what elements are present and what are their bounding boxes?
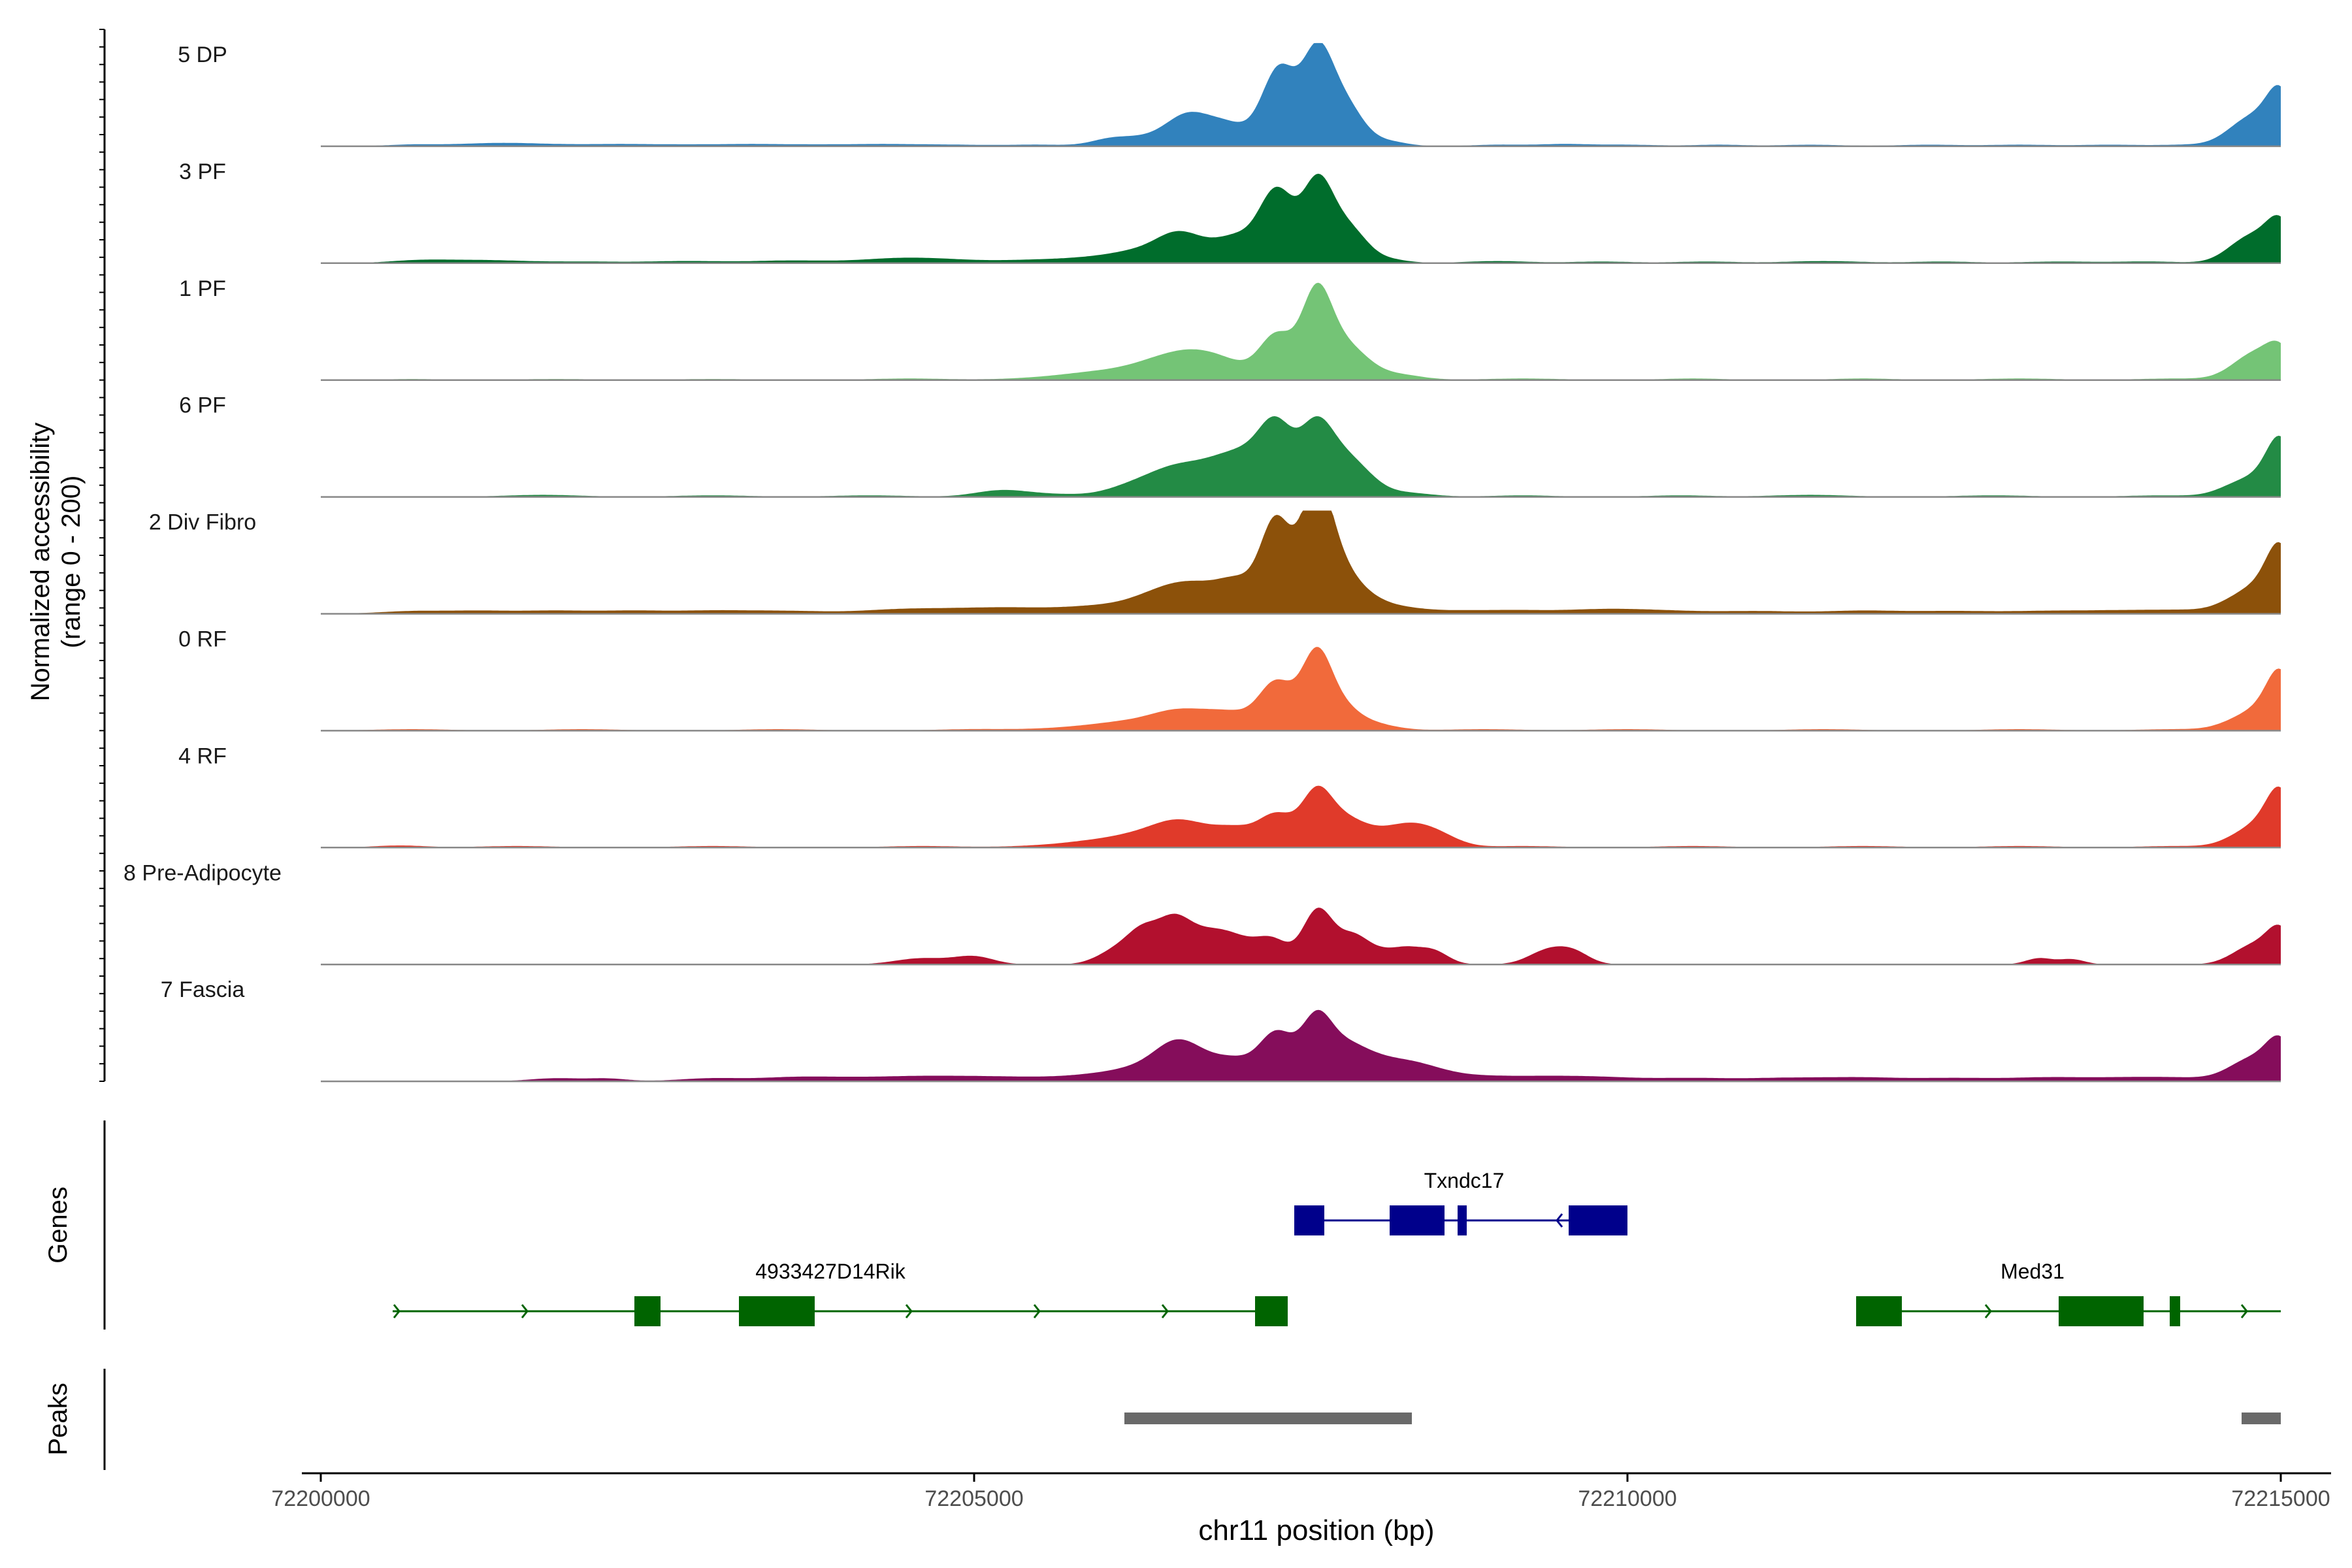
- coverage-track: 3 PF: [179, 159, 2281, 265]
- gene-models: Txndc17 4933427D14Rik Med31: [393, 1169, 2281, 1326]
- y-axis-label-line1: Normalized accessibility: [26, 423, 55, 702]
- track-label: 1 PF: [179, 276, 226, 301]
- x-axis-tick-label: 72205000: [924, 1486, 1023, 1511]
- coverage-track: 2 Div Fibro: [149, 510, 2281, 615]
- coverage-tracks: 5 DP 3 PF 1 PF 6 PF 2 Div Fibro 0 RF 4 RF 8 Pre…: [123, 42, 2281, 1083]
- gene-model: Med31: [1856, 1260, 2281, 1326]
- track-label: 4 RF: [178, 743, 227, 768]
- peaks-panel-label: Peaks: [44, 1382, 73, 1455]
- coverage-area: [321, 42, 2281, 146]
- gene-exon: [2170, 1296, 2180, 1326]
- coverage-area: [321, 510, 2281, 614]
- y-axis-label-line2: (range 0 - 200): [57, 476, 86, 649]
- track-label: 0 RF: [178, 627, 227, 652]
- x-axis-title: chr11 position (bp): [1198, 1514, 1434, 1546]
- x-axis: 72200000 72205000 72210000 72215000 chr11 p…: [271, 1472, 2331, 1546]
- gene-exon: [1569, 1205, 1627, 1235]
- x-axis-tick-label: 72210000: [1578, 1486, 1676, 1511]
- gene-label: Txndc17: [1424, 1169, 1505, 1192]
- gene-model: 4933427D14Rik: [393, 1260, 1288, 1326]
- strand-arrow: [2240, 1304, 2248, 1318]
- strand-arrow: [393, 1304, 400, 1318]
- strand-arrow: [1033, 1304, 1041, 1318]
- track-label: 5 DP: [178, 42, 227, 67]
- gene-exon: [1255, 1296, 1288, 1326]
- track-label: 2 Div Fibro: [149, 510, 256, 535]
- strand-arrow: [1161, 1304, 1169, 1318]
- gene-exon: [1294, 1205, 1324, 1235]
- strand-arrow: [1984, 1304, 1992, 1318]
- gene-exon: [1856, 1296, 1902, 1326]
- coverage-axis-ticks: [99, 29, 105, 1082]
- gene-model: Txndc17: [1294, 1169, 1627, 1235]
- genes-panel-label: Genes: [44, 1186, 73, 1264]
- strand-arrow: [1556, 1213, 1563, 1228]
- gene-label: 4933427D14Rik: [755, 1260, 906, 1283]
- track-label: 7 Fascia: [161, 977, 245, 1002]
- coverage-area: [321, 173, 2281, 263]
- gene-exon: [739, 1296, 815, 1326]
- coverage-axis: [99, 29, 106, 1082]
- peak-region: [1124, 1413, 1412, 1424]
- coverage-area: [321, 785, 2281, 848]
- coverage-track: 1 PF: [179, 276, 2281, 381]
- coverage-track: 5 DP: [178, 42, 2281, 148]
- coverage-track: 6 PF: [179, 393, 2281, 498]
- coverage-track: 8 Pre-Adipocyte: [123, 860, 2281, 966]
- gene-exon: [1390, 1205, 1445, 1235]
- peak-region: [2242, 1413, 2281, 1424]
- gene-exon: [1458, 1205, 1467, 1235]
- coverage-area: [321, 282, 2281, 380]
- strand-arrow: [905, 1304, 913, 1318]
- gene-exon: [634, 1296, 661, 1326]
- coverage-area: [321, 647, 2281, 731]
- coverage-area: [321, 1009, 2281, 1082]
- track-label: 6 PF: [179, 393, 226, 418]
- x-axis-tick-label: 72215000: [2231, 1486, 2330, 1511]
- gene-label: Med31: [2001, 1260, 2065, 1283]
- coverage-track: 7 Fascia: [161, 977, 2281, 1083]
- peak-regions: [1124, 1413, 2281, 1424]
- coverage-area: [321, 907, 2281, 965]
- x-axis-tick-label: 72200000: [271, 1486, 370, 1511]
- coverage-area: [321, 416, 2281, 497]
- coverage-track: 0 RF: [178, 627, 2281, 732]
- gene-exon: [2059, 1296, 2144, 1326]
- track-label: 3 PF: [179, 159, 226, 184]
- track-label: 8 Pre-Adipocyte: [123, 860, 282, 885]
- genes-panel: Genes Txndc17 4933427D14Rik Med31: [44, 1120, 2281, 1330]
- coverage-track: 4 RF: [178, 743, 2281, 849]
- strand-arrow: [521, 1304, 529, 1318]
- x-axis-ticks: 72200000 72205000 72210000 72215000: [271, 1473, 2330, 1511]
- peaks-panel: Peaks: [44, 1369, 2281, 1470]
